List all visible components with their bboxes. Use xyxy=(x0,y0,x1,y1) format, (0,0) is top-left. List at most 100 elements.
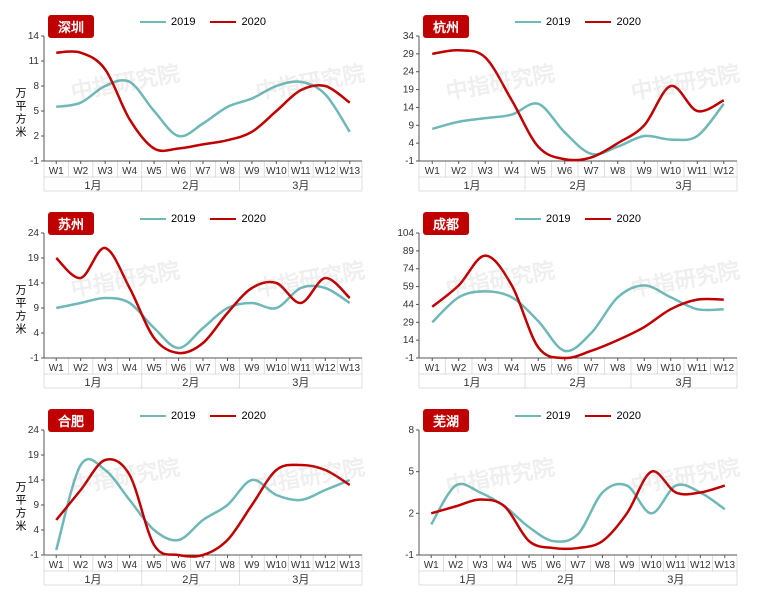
y-tick-label: 19 xyxy=(28,253,40,264)
chart-panel-合肥: 中指研究院中指研究院 合肥 2019 2020 万平方米 -149141924W… xyxy=(10,404,375,591)
city-tag: 杭州 xyxy=(423,15,469,38)
x-tick-label: W7 xyxy=(196,363,211,374)
y-tick-label: 14 xyxy=(28,278,40,289)
legend-swatch-2020 xyxy=(210,218,236,221)
month-label: 3月 xyxy=(292,574,309,586)
x-tick-label: W3 xyxy=(478,166,493,177)
x-tick-label: W11 xyxy=(291,363,311,374)
legend-swatch-2019 xyxy=(140,218,166,221)
x-tick-label: W3 xyxy=(98,166,113,177)
month-label: 1月 xyxy=(84,180,101,192)
x-tick-label: W12 xyxy=(690,560,711,571)
legend: 2019 2020 xyxy=(140,16,266,28)
x-tick-label: W1 xyxy=(425,363,440,374)
y-tick-label: 59 xyxy=(403,282,415,293)
legend-label-2019: 2019 xyxy=(171,213,195,225)
series-2020 xyxy=(432,256,724,358)
x-tick-label: W10 xyxy=(660,166,681,177)
x-tick-label: W2 xyxy=(448,560,463,571)
x-tick-label: W12 xyxy=(315,166,336,177)
x-tick-label: W4 xyxy=(504,166,519,177)
legend: 2019 2020 xyxy=(140,410,266,422)
x-tick-label: W7 xyxy=(196,166,211,177)
y-axis-label: 万平方米 xyxy=(12,87,28,139)
legend-item-2020: 2020 xyxy=(210,213,265,225)
x-tick-label: W7 xyxy=(196,560,211,571)
x-tick-label: W4 xyxy=(504,363,519,374)
series-2020 xyxy=(56,459,350,556)
x-tick-label: W2 xyxy=(451,166,466,177)
x-tick-label: W13 xyxy=(339,363,360,374)
y-tick-label: 74 xyxy=(403,264,415,275)
month-label: 1月 xyxy=(84,574,101,586)
month-label: 3月 xyxy=(292,377,309,389)
x-tick-label: W9 xyxy=(244,166,259,177)
y-tick-label: 24 xyxy=(403,67,415,78)
y-tick-label: 44 xyxy=(403,299,415,310)
legend-item-2019: 2019 xyxy=(515,213,570,225)
x-tick-label: W10 xyxy=(266,166,287,177)
x-tick-label: W12 xyxy=(713,363,734,374)
y-tick-label: 5 xyxy=(408,467,414,478)
y-tick-label: 104 xyxy=(397,228,414,239)
y-tick-label: 19 xyxy=(403,85,415,96)
x-tick-label: W3 xyxy=(473,560,488,571)
y-tick-label: 14 xyxy=(403,102,415,113)
x-tick-label: W6 xyxy=(171,560,186,571)
chart-panel-芜湖: 中指研究院中指研究院 芜湖 2019 2020 -1258W1W2W3W4W5W… xyxy=(385,404,750,591)
legend-item-2019: 2019 xyxy=(515,16,570,28)
legend-swatch-2020 xyxy=(585,21,611,24)
y-tick-label: -1 xyxy=(30,550,39,561)
x-tick-label: W11 xyxy=(291,166,311,177)
y-tick-label: 29 xyxy=(403,49,415,60)
x-tick-label: W5 xyxy=(531,363,546,374)
x-tick-label: W5 xyxy=(522,560,537,571)
month-label: 3月 xyxy=(292,180,309,192)
month-label: 3月 xyxy=(667,574,684,586)
month-label: 2月 xyxy=(182,574,199,586)
legend-swatch-2019 xyxy=(515,218,541,221)
legend-label-2019: 2019 xyxy=(171,16,195,28)
legend-swatch-2020 xyxy=(210,415,236,418)
x-tick-label: W5 xyxy=(531,166,546,177)
legend-label-2020: 2020 xyxy=(241,213,265,225)
y-axis-label: 万平方米 xyxy=(12,284,28,336)
y-axis-label: 万平方米 xyxy=(12,481,28,533)
legend-label-2020: 2020 xyxy=(241,410,265,422)
x-tick-label: W10 xyxy=(660,363,681,374)
y-tick-label: 14 xyxy=(28,475,40,486)
legend-label-2019: 2019 xyxy=(546,410,570,422)
series-2019 xyxy=(56,459,350,550)
month-label: 1月 xyxy=(463,377,480,389)
x-tick-label: W12 xyxy=(713,166,734,177)
legend-item-2019: 2019 xyxy=(140,213,195,225)
legend-label-2019: 2019 xyxy=(546,213,570,225)
x-tick-label: W2 xyxy=(73,560,88,571)
y-tick-label: 8 xyxy=(408,425,414,436)
month-label: 2月 xyxy=(557,574,574,586)
y-tick-label: -1 xyxy=(405,156,414,167)
x-tick-label: W11 xyxy=(687,166,707,177)
x-tick-label: W11 xyxy=(291,560,311,571)
x-tick-label: W5 xyxy=(147,166,162,177)
series-2019 xyxy=(432,285,724,351)
x-tick-label: W12 xyxy=(315,363,336,374)
legend-item-2020: 2020 xyxy=(585,213,640,225)
x-tick-label: W1 xyxy=(424,560,439,571)
legend-swatch-2019 xyxy=(140,21,166,24)
y-tick-label: 24 xyxy=(28,228,40,239)
x-tick-label: W5 xyxy=(147,560,162,571)
x-tick-label: W8 xyxy=(220,363,235,374)
x-tick-label: W5 xyxy=(147,363,162,374)
series-2020 xyxy=(56,248,350,353)
y-tick-label: 19 xyxy=(28,450,40,461)
chart-panel-深圳: 中指研究院中指研究院 深圳 2019 2020 万平方米 -12581114W1… xyxy=(10,10,375,197)
x-tick-label: W9 xyxy=(637,166,652,177)
month-label: 1月 xyxy=(84,377,101,389)
x-tick-label: W10 xyxy=(641,560,662,571)
x-tick-label: W8 xyxy=(220,560,235,571)
month-label: 2月 xyxy=(182,377,199,389)
x-tick-label: W7 xyxy=(571,560,586,571)
city-tag: 苏州 xyxy=(48,212,94,235)
city-tag: 合肥 xyxy=(48,409,94,432)
